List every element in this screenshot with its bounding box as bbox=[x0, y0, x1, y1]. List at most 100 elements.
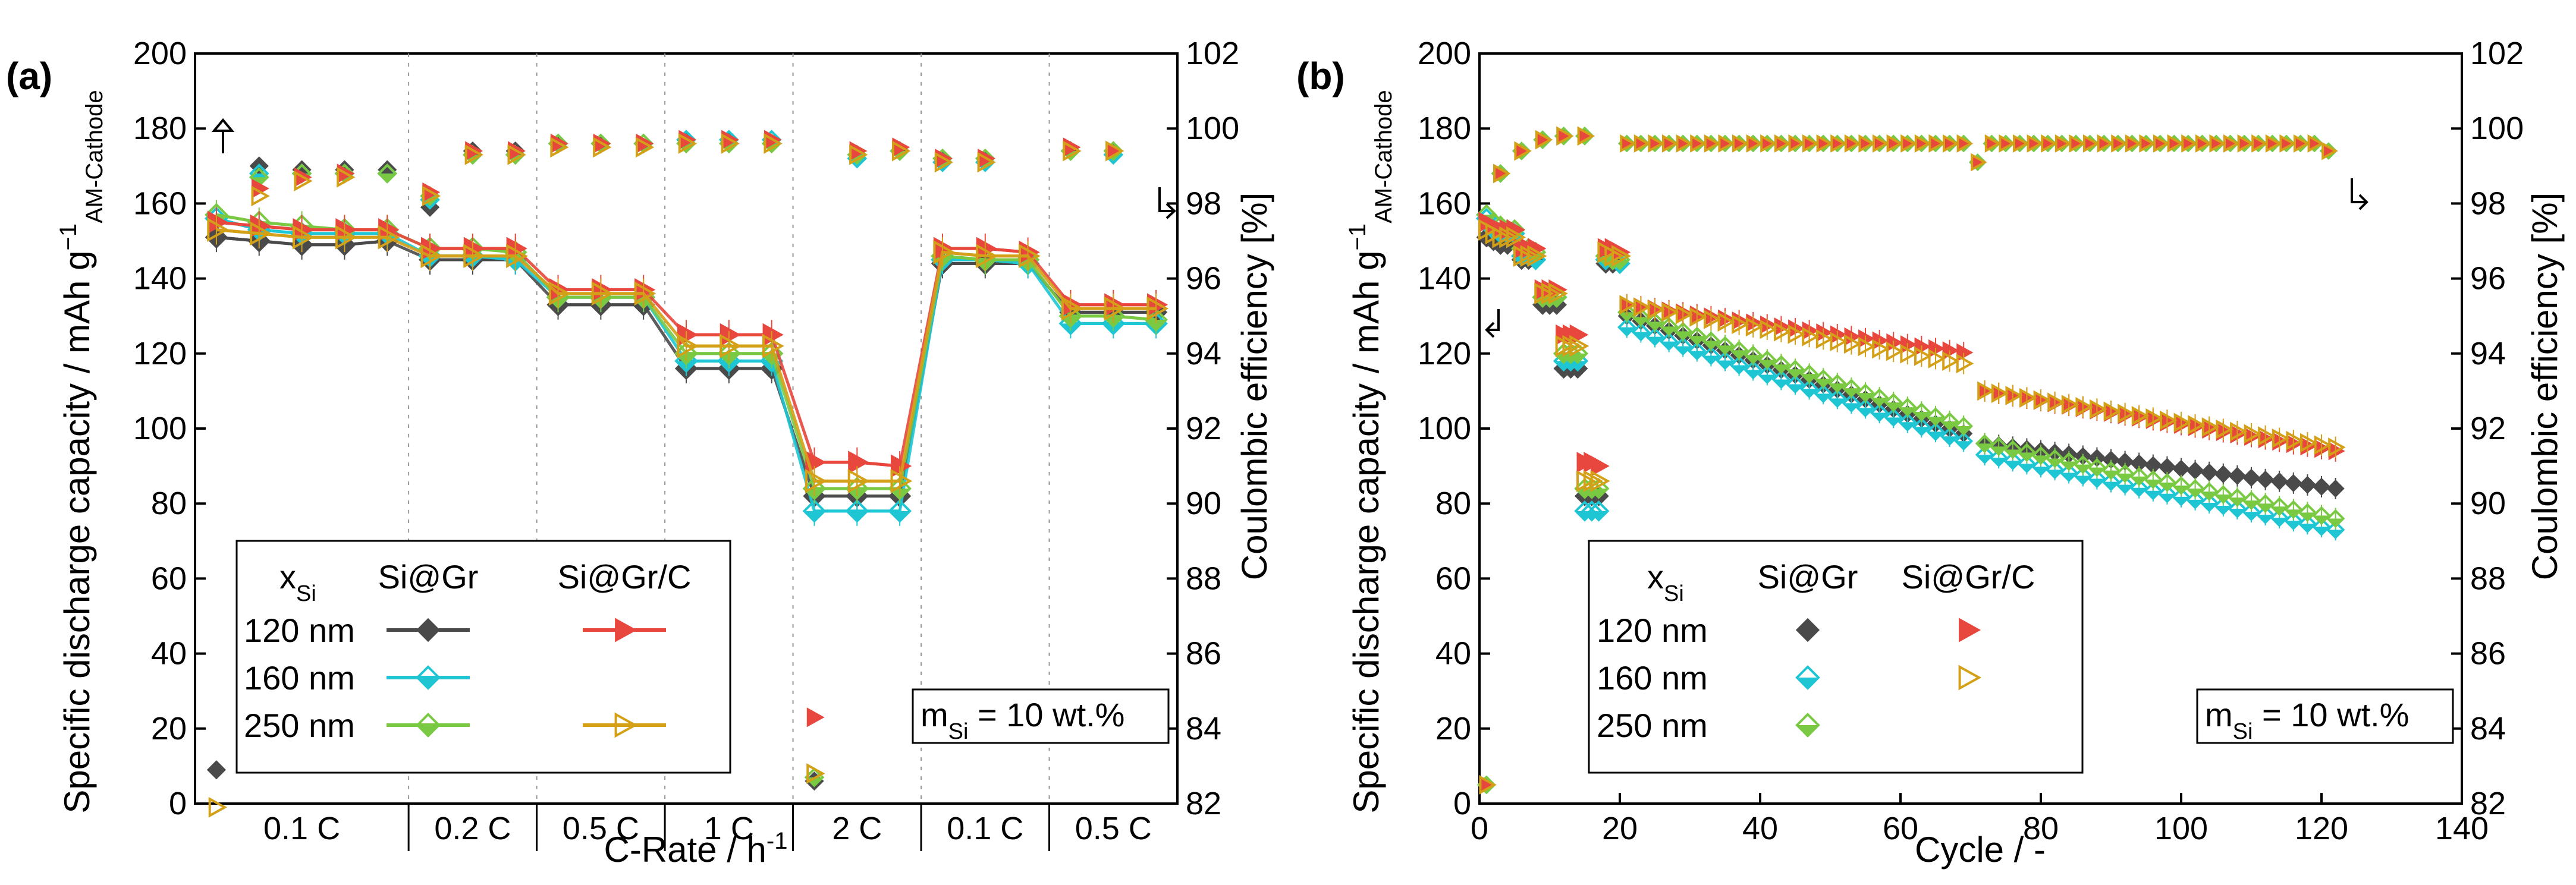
ce-point bbox=[593, 137, 612, 158]
capacity-point-outline bbox=[1940, 412, 1959, 431]
ce-point bbox=[1943, 134, 1959, 153]
capacity-point-outline bbox=[759, 341, 784, 366]
right-tick-label: 94 bbox=[1186, 336, 1221, 371]
ce-point bbox=[550, 137, 569, 158]
panel-b-annotation: mSi = 10 wt.% bbox=[2196, 688, 2454, 744]
capacity-point bbox=[2283, 500, 2303, 519]
legend-marker bbox=[1959, 618, 1981, 643]
panel-a-legend-box bbox=[235, 540, 731, 774]
ce-point bbox=[1746, 134, 1763, 153]
legend-marker bbox=[615, 618, 637, 643]
capacity-point-outline bbox=[2101, 472, 2121, 492]
ce-point-shape bbox=[206, 760, 227, 780]
panel-b-right-ticks: 82 84 86 88 90 92 94 96 98 100 102 bbox=[2451, 36, 2524, 821]
capacity-point bbox=[1814, 384, 1833, 404]
x-category-label: 1 C bbox=[704, 811, 754, 846]
capacity-point-fill bbox=[2033, 467, 2049, 475]
right-tick-label: 84 bbox=[1186, 711, 1221, 747]
ce-point bbox=[1900, 134, 1917, 153]
capacity-point bbox=[1814, 369, 1833, 388]
capacity-point-fill bbox=[1801, 374, 1817, 382]
ce-point bbox=[934, 152, 954, 173]
capacity-point-outline bbox=[1884, 408, 1903, 427]
capacity-point bbox=[1689, 307, 1707, 327]
capacity-point bbox=[1675, 304, 1694, 325]
capacity-point bbox=[2033, 390, 2052, 410]
capacity-point-fill bbox=[2089, 467, 2105, 475]
panel-a-ylabel-right-text: Coulombic efficiency [%] bbox=[1234, 193, 1274, 581]
capacity-point bbox=[1617, 317, 1636, 337]
capacity-point-fill bbox=[2327, 530, 2343, 538]
legend-marker-fill bbox=[417, 678, 439, 688]
capacity-point bbox=[1786, 360, 1805, 379]
capacity-point-fill bbox=[1829, 383, 1845, 392]
capacity-point-fill bbox=[2089, 478, 2105, 487]
capacity-point-outline bbox=[2172, 487, 2191, 506]
right-tick-label: 86 bbox=[1186, 636, 1221, 672]
left-tick-label: 140 bbox=[1418, 261, 1471, 297]
capacity-point-outline bbox=[2312, 506, 2331, 525]
capacity-point-shape bbox=[2214, 465, 2232, 483]
panel-a-annotation-box bbox=[912, 688, 1170, 744]
capacity-point bbox=[2255, 505, 2275, 524]
panel-a-legend-group-2: Si@Gr/C bbox=[558, 558, 692, 596]
capacity-point-fill bbox=[2131, 487, 2147, 496]
left-tick-label: 160 bbox=[1418, 185, 1471, 221]
capacity-point-fill bbox=[1745, 370, 1761, 378]
capacity-point bbox=[1743, 345, 1763, 365]
capacity-point-outline bbox=[1771, 355, 1791, 374]
panel-b-ylabel-right: Coulombic efficiency [%] bbox=[2525, 193, 2565, 581]
capacity-point bbox=[2200, 493, 2219, 512]
panel-a-legend-group-1: Si@Gr bbox=[378, 558, 479, 596]
ce-point bbox=[1556, 126, 1574, 146]
right-tick-label: 98 bbox=[2470, 185, 2506, 221]
capacity-point bbox=[2185, 490, 2205, 509]
capacity-point bbox=[1716, 336, 1735, 355]
ce-point bbox=[1999, 134, 2016, 153]
ce-point bbox=[2265, 134, 2282, 153]
capacity-point bbox=[1788, 324, 1806, 344]
ce-point bbox=[1063, 140, 1082, 162]
capacity-point-fill bbox=[804, 511, 825, 521]
capacity-point-fill bbox=[1689, 351, 1705, 359]
capacity-point bbox=[2101, 461, 2121, 480]
capacity-point-shape bbox=[2228, 467, 2247, 485]
capacity-point-fill bbox=[2215, 505, 2231, 514]
capacity-point-fill bbox=[1647, 322, 1663, 330]
capacity-point-outline bbox=[888, 499, 912, 523]
capacity-point-outline bbox=[1645, 312, 1664, 332]
capacity-point-outline bbox=[2185, 490, 2205, 509]
ce-point bbox=[1514, 141, 1532, 161]
capacity-point-outline bbox=[1827, 389, 1847, 408]
capacity-point-outline bbox=[1814, 369, 1833, 388]
capacity-point-fill bbox=[1871, 412, 1887, 421]
capacity-point-outline bbox=[2213, 485, 2233, 504]
capacity-point bbox=[1926, 407, 1945, 426]
capacity-point-outline bbox=[1898, 412, 1917, 432]
capacity-point-shape bbox=[2312, 477, 2331, 496]
capacity-point bbox=[1661, 302, 1679, 322]
ce-point bbox=[1971, 153, 1987, 172]
capacity-point bbox=[250, 221, 272, 246]
capacity-point-fill bbox=[2272, 518, 2288, 526]
panel-a-ylabel-left: Specific discharge capacity / mAh g−1AM-… bbox=[55, 90, 108, 813]
capacity-point bbox=[1954, 432, 1974, 451]
capacity-point-outline bbox=[717, 341, 741, 366]
capacity-point bbox=[1977, 381, 1995, 401]
panel-a-legend-row-1: 120 nm bbox=[244, 612, 355, 649]
panel-a-category-dividers bbox=[408, 53, 1050, 804]
capacity-point bbox=[720, 333, 742, 358]
capacity-point bbox=[1802, 326, 1820, 347]
capacity-point bbox=[1799, 379, 1819, 399]
legend-marker bbox=[1795, 618, 1820, 643]
ce-point bbox=[1984, 134, 2002, 153]
capacity-point-outline bbox=[2298, 503, 2317, 522]
capacity-point bbox=[292, 225, 315, 250]
svg-text:Specific discharge capacity /: Specific discharge capacity / mAh g−1AM-… bbox=[55, 90, 108, 813]
capacity-point bbox=[2145, 408, 2163, 428]
ce-point bbox=[635, 137, 655, 158]
capacity-point bbox=[378, 225, 400, 250]
x-tick-label: 100 bbox=[2154, 811, 2208, 846]
capacity-point-outline bbox=[1870, 388, 1889, 407]
